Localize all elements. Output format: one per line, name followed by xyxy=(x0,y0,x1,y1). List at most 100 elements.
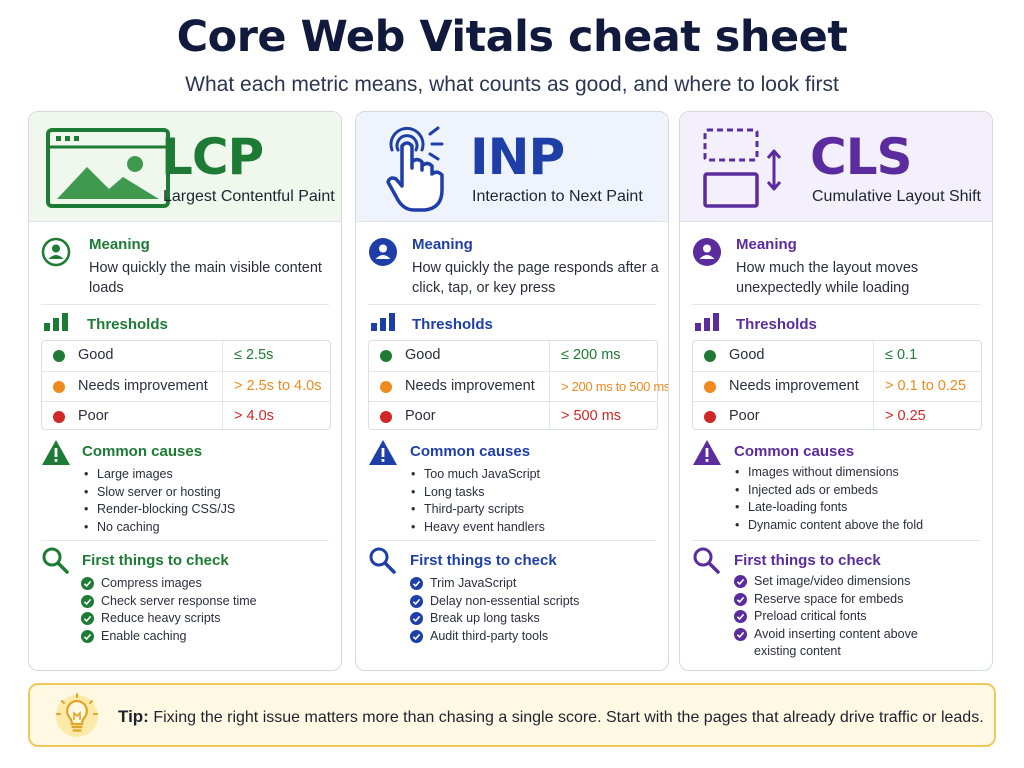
check-text: Reduce heavy scripts xyxy=(101,611,221,625)
check-text: Reserve space for embeds xyxy=(754,591,904,606)
thresholds-title: Thresholds xyxy=(736,316,817,333)
page-subtitle: What each metric means, what counts as g… xyxy=(185,73,839,96)
list-item: Compress images xyxy=(81,575,331,593)
search-icon xyxy=(42,547,69,574)
causes-list: Large images Slow server or hosting Rend… xyxy=(83,466,235,536)
threshold-label: Poor xyxy=(729,408,760,424)
check-circle-icon xyxy=(81,629,94,643)
bar-chart-icon xyxy=(44,313,68,331)
threshold-row-needs-improvement: Needs improvement > 200 ms to 500 ms xyxy=(369,371,668,401)
list-item: Render-blocking CSS/JS xyxy=(83,501,235,519)
threshold-value: ≤ 200 ms xyxy=(561,347,621,363)
threshold-value: ≤ 0.1 xyxy=(885,347,918,363)
check-circle-icon xyxy=(81,594,94,608)
threshold-value: > 2.5s to 4.0s xyxy=(234,378,322,394)
check-circle-icon xyxy=(734,627,747,641)
warning-icon xyxy=(693,440,721,465)
column-separator xyxy=(549,341,550,429)
lightbulb-icon xyxy=(56,693,98,737)
good-dot-icon xyxy=(53,350,65,362)
meaning-text: How quickly the main visible content loa… xyxy=(89,260,322,296)
check-text: Check server response time xyxy=(101,593,257,608)
warning-icon xyxy=(369,440,397,465)
list-item: Check server response time xyxy=(81,593,331,611)
threshold-value: > 200 ms to 500 ms xyxy=(561,379,669,394)
check-circle-icon xyxy=(81,577,94,590)
list-item: Injected ads or embeds xyxy=(734,482,923,500)
metric-full-name: Interaction to Next Paint xyxy=(472,188,643,205)
tap-hand-icon xyxy=(386,126,444,212)
divider xyxy=(41,304,329,305)
list-item: Reduce heavy scripts xyxy=(81,610,331,628)
first-checks-title: First things to check xyxy=(734,552,881,569)
divider xyxy=(692,540,980,541)
checks-list: Compress images Check server response ti… xyxy=(81,575,331,645)
threshold-row-good: Good ≤ 0.1 xyxy=(693,341,981,371)
meaning-title: Meaning xyxy=(412,236,473,253)
thresholds-table: Good ≤ 200 ms Needs improvement > 200 ms… xyxy=(368,340,668,431)
meaning-text: How quickly the page responds after a cl… xyxy=(412,260,659,296)
threshold-value: ≤ 2.5s xyxy=(234,347,274,363)
list-item: Enable caching xyxy=(81,628,331,646)
divider xyxy=(692,304,980,305)
checks-list: Trim JavaScript Delay non-essential scri… xyxy=(410,575,660,645)
list-item: Avoid inserting content above existing c… xyxy=(734,626,934,661)
good-dot-icon xyxy=(380,350,392,362)
thresholds-title: Thresholds xyxy=(412,316,493,333)
list-item: Delay non-essential scripts xyxy=(410,593,660,611)
causes-list: Images without dimensions Injected ads o… xyxy=(734,464,923,534)
thresholds-table: Good ≤ 2.5s Needs improvement > 2.5s to … xyxy=(41,340,331,430)
needs-improvement-dot-icon xyxy=(380,381,392,393)
threshold-row-poor: Poor > 500 ms xyxy=(369,401,657,431)
threshold-row-good: Good ≤ 2.5s xyxy=(42,341,330,371)
person-icon xyxy=(369,238,397,266)
threshold-row-good: Good ≤ 200 ms xyxy=(369,341,657,371)
meaning-text: How much the layout moves unexpectedly w… xyxy=(736,260,919,296)
column-separator xyxy=(873,341,874,429)
metric-abbreviation: CLS xyxy=(810,128,913,186)
tip-banner: Tip: Fixing the right issue matters more… xyxy=(28,683,996,747)
card-header: INP Interaction to Next Paint xyxy=(356,112,668,222)
check-circle-icon xyxy=(734,592,747,606)
threshold-value: > 0.1 to 0.25 xyxy=(885,378,967,394)
list-item: Images without dimensions xyxy=(734,464,923,482)
common-causes-title: Common causes xyxy=(82,443,203,460)
first-checks-title: First things to check xyxy=(82,552,229,569)
list-item: Dynamic content above the fold xyxy=(734,517,923,535)
thresholds-table: Good ≤ 0.1 Needs improvement > 0.1 to 0.… xyxy=(692,340,982,430)
metric-abbreviation: INP xyxy=(470,128,565,186)
check-text: Delay non-essential scripts xyxy=(430,593,580,608)
tip-label: Tip: xyxy=(118,707,149,726)
search-icon xyxy=(369,547,396,574)
threshold-label: Good xyxy=(405,347,441,363)
person-icon xyxy=(693,238,721,266)
list-item: No caching xyxy=(83,519,235,537)
bar-chart-icon xyxy=(371,313,395,331)
causes-list: Too much JavaScript Long tasks Third-par… xyxy=(410,466,545,536)
list-item: Third-party scripts xyxy=(410,501,545,519)
layout-shift-icon xyxy=(703,128,782,208)
card-header: LCP Largest Contentful Paint xyxy=(29,112,341,222)
check-text: Trim JavaScript xyxy=(430,576,517,590)
divider xyxy=(41,540,329,541)
check-circle-icon xyxy=(410,577,423,590)
warning-icon xyxy=(42,440,70,465)
common-causes-title: Common causes xyxy=(410,443,531,460)
person-icon xyxy=(41,237,71,267)
list-item: Preload critical fonts xyxy=(734,608,934,626)
list-item: Heavy event handlers xyxy=(410,519,545,537)
metric-full-name: Cumulative Layout Shift xyxy=(812,188,981,205)
needs-improvement-dot-icon xyxy=(53,381,65,393)
poor-dot-icon xyxy=(380,411,392,423)
tip-text: Tip: Fixing the right issue matters more… xyxy=(118,707,984,727)
check-circle-icon xyxy=(734,610,747,623)
check-text: Break up long tasks xyxy=(430,611,540,625)
bar-chart-icon xyxy=(695,313,719,331)
check-text: Preload critical fonts xyxy=(754,609,867,623)
threshold-label: Poor xyxy=(405,408,436,424)
page-title: Core Web Vitals cheat sheet xyxy=(176,12,848,62)
threshold-label: Poor xyxy=(78,408,109,424)
thresholds-title: Thresholds xyxy=(87,316,168,333)
threshold-row-poor: Poor > 4.0s xyxy=(42,401,330,431)
card-header: CLS Cumulative Layout Shift xyxy=(680,112,992,222)
